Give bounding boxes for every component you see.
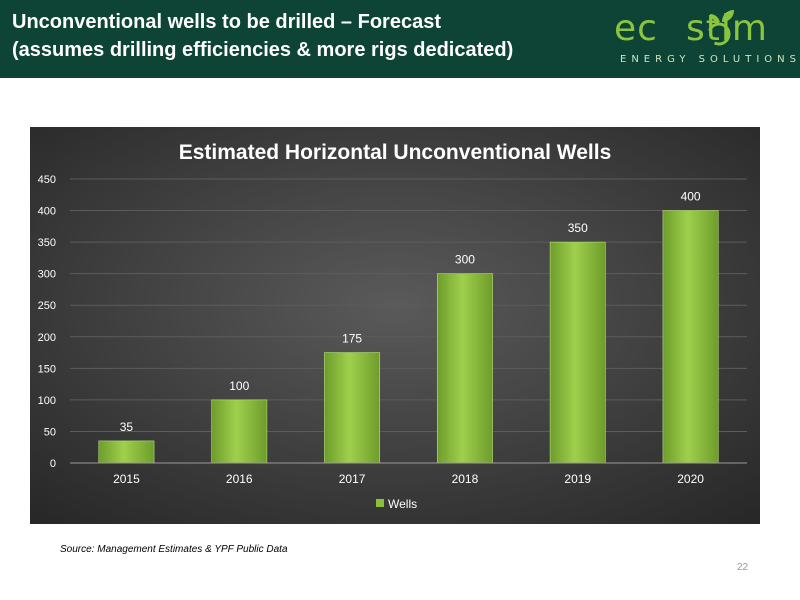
legend-swatch xyxy=(376,499,384,507)
data-label: 100 xyxy=(229,379,249,393)
bar-2016 xyxy=(211,399,268,464)
y-tick-label: 50 xyxy=(44,426,56,438)
x-tick-label: 2016 xyxy=(226,472,253,486)
bar-2019 xyxy=(549,241,606,464)
leaf-icon xyxy=(707,10,734,46)
bar-2018 xyxy=(436,273,493,464)
title-line-1: Unconventional wells to be drilled – For… xyxy=(12,11,441,33)
data-label: 300 xyxy=(455,253,475,267)
y-tick-label: 400 xyxy=(38,206,56,218)
y-tick-label: 0 xyxy=(50,458,56,470)
bar-2017 xyxy=(324,352,381,464)
logo-text-left: ec xyxy=(614,8,658,49)
chart-background xyxy=(30,127,760,524)
x-tick-label: 2015 xyxy=(113,472,140,486)
chart-area: 35 100 175 300 350 400 0 50 100 150 200 250 300 350 4… xyxy=(30,127,760,524)
y-tick-label: 100 xyxy=(38,395,56,407)
logo-wordmark: ec stim xyxy=(614,8,768,49)
x-tick-label: 2017 xyxy=(339,472,366,486)
header-bar: Unconventional wells to be drilled – For… xyxy=(0,0,800,78)
title-line-2: (assumes drilling efficiencies & more ri… xyxy=(12,39,514,61)
data-label: 400 xyxy=(681,190,701,204)
x-tick-label: 2020 xyxy=(677,472,704,486)
y-tick-label: 200 xyxy=(38,332,56,344)
y-tick-label: 450 xyxy=(38,174,56,186)
y-tick-label: 300 xyxy=(38,269,56,281)
y-tick-label: 150 xyxy=(38,363,56,375)
data-label: 350 xyxy=(568,221,588,235)
bar-2020 xyxy=(662,210,719,464)
page-title: Unconventional wells to be drilled – For… xyxy=(12,8,513,64)
company-logo: ec stim ENERGY SOLUTIONS xyxy=(614,6,796,72)
legend-label: Wells xyxy=(388,497,417,511)
x-tick-label: 2018 xyxy=(452,472,479,486)
x-tick-label: 2019 xyxy=(564,472,591,486)
data-label: 175 xyxy=(342,332,362,346)
page-number: 22 xyxy=(737,562,749,573)
data-label: 35 xyxy=(120,420,134,434)
source-note: Source: Management Estimates & YPF Publi… xyxy=(60,544,288,555)
y-tick-label: 350 xyxy=(38,237,56,249)
bar-chart: 35 100 175 300 350 400 0 50 100 150 200 250 300 350 4… xyxy=(30,127,760,524)
chart-legend: Wells xyxy=(376,497,417,511)
y-tick-label: 250 xyxy=(38,300,56,312)
chart-title: Estimated Horizontal Unconventional Well… xyxy=(179,141,612,164)
bar-2015 xyxy=(98,440,155,464)
logo-subtitle: ENERGY SOLUTIONS xyxy=(620,54,800,65)
